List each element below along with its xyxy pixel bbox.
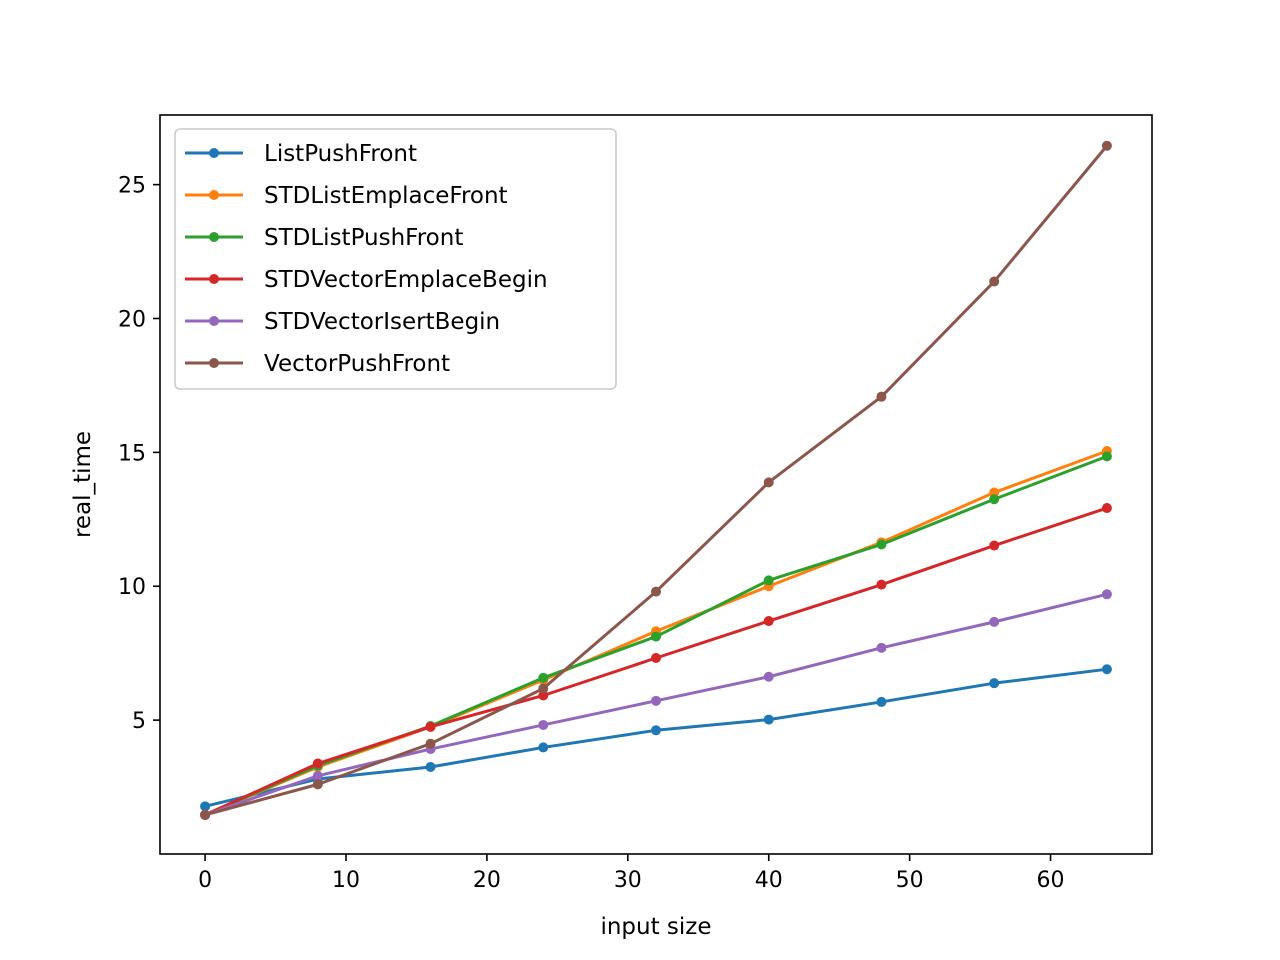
data-point — [876, 539, 887, 550]
x-axis: 0 10 20 30 40 50 60 — [198, 854, 1065, 893]
data-point — [312, 779, 323, 790]
legend-swatch-marker — [209, 148, 219, 158]
y-axis: 5 10 15 20 25 — [118, 174, 160, 734]
x-tick-label: 30 — [614, 868, 642, 893]
y-tick-label: 15 — [118, 441, 146, 466]
legend-label: STDVectorEmplaceBegin — [264, 267, 548, 293]
data-point — [876, 579, 887, 590]
x-tick-label: 50 — [896, 868, 924, 893]
series-0 — [200, 664, 1112, 812]
series-5 — [200, 140, 1112, 820]
data-point — [651, 725, 661, 736]
x-axis-label: input size — [600, 914, 711, 940]
data-point — [763, 575, 774, 586]
legend-swatch-marker — [209, 316, 219, 326]
data-point — [651, 631, 661, 642]
data-point — [651, 653, 661, 663]
data-point — [989, 540, 1000, 551]
legend-item: ListPushFront — [185, 141, 417, 167]
data-point — [651, 586, 661, 597]
data-point — [425, 761, 436, 772]
legend-item: STDListPushFront — [185, 225, 463, 251]
legend-swatch-marker — [209, 274, 219, 284]
data-point — [538, 672, 549, 683]
data-point — [876, 696, 887, 707]
x-tick-label: 0 — [198, 868, 212, 893]
data-point — [1101, 503, 1112, 514]
data-point — [989, 276, 1000, 287]
data-point — [425, 738, 436, 749]
legend-item: STDVectorIsertBegin — [185, 309, 500, 335]
y-axis-label: real_time — [70, 431, 96, 538]
legend-label: STDListEmplaceFront — [264, 183, 508, 209]
legend-label: ListPushFront — [264, 141, 417, 167]
legend-swatch-marker — [209, 358, 219, 368]
data-point — [763, 477, 774, 488]
legend-item: STDListEmplaceFront — [185, 183, 508, 209]
x-tick-label: 20 — [473, 868, 501, 893]
legend-item: VectorPushFront — [185, 351, 450, 377]
data-point — [538, 690, 549, 701]
series-line — [203, 667, 1109, 809]
data-point — [763, 714, 774, 725]
legend: ListPushFront STDListEmplaceFront STDListP… — [174, 128, 617, 390]
legend-label: STDVectorIsertBegin — [264, 309, 500, 335]
y-tick-label: 10 — [118, 575, 146, 600]
legend-item: STDVectorEmplaceBegin — [185, 267, 548, 293]
data-point — [1101, 140, 1112, 151]
x-tick-label: 40 — [755, 868, 783, 893]
data-point — [200, 809, 211, 820]
y-tick-label: 5 — [132, 709, 146, 734]
data-point — [312, 758, 323, 769]
x-tick-label: 60 — [1037, 868, 1065, 893]
data-point — [538, 719, 549, 730]
plot-frame — [159, 114, 1153, 855]
legend-swatch-marker — [209, 190, 219, 200]
y-tick-label: 20 — [118, 307, 146, 332]
legend-label: VectorPushFront — [264, 351, 450, 377]
data-point — [538, 683, 549, 694]
data-point — [312, 770, 323, 781]
data-point — [538, 742, 549, 753]
data-point — [763, 616, 774, 627]
legend-label: STDListPushFront — [264, 225, 463, 251]
plot-marks — [200, 140, 1112, 820]
series-2 — [200, 451, 1112, 820]
x-tick-label: 10 — [332, 868, 360, 893]
data-point — [989, 616, 1000, 627]
data-point — [876, 642, 887, 653]
data-point — [651, 695, 661, 706]
data-point — [200, 801, 211, 812]
data-point — [1101, 664, 1112, 675]
y-tick-label: 25 — [118, 174, 146, 199]
series-4 — [200, 589, 1112, 820]
data-point — [989, 678, 1000, 689]
data-point — [763, 671, 774, 682]
data-point — [876, 391, 887, 402]
legend-box — [174, 128, 617, 390]
data-point — [1101, 451, 1112, 462]
data-point — [1101, 589, 1112, 600]
data-point — [425, 721, 436, 732]
data-point — [989, 494, 1000, 505]
legend-swatch-marker — [209, 232, 219, 242]
